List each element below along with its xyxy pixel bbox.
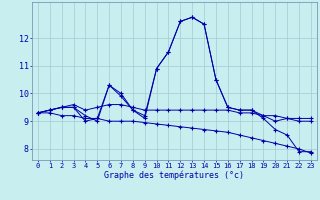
- X-axis label: Graphe des températures (°c): Graphe des températures (°c): [104, 171, 244, 180]
